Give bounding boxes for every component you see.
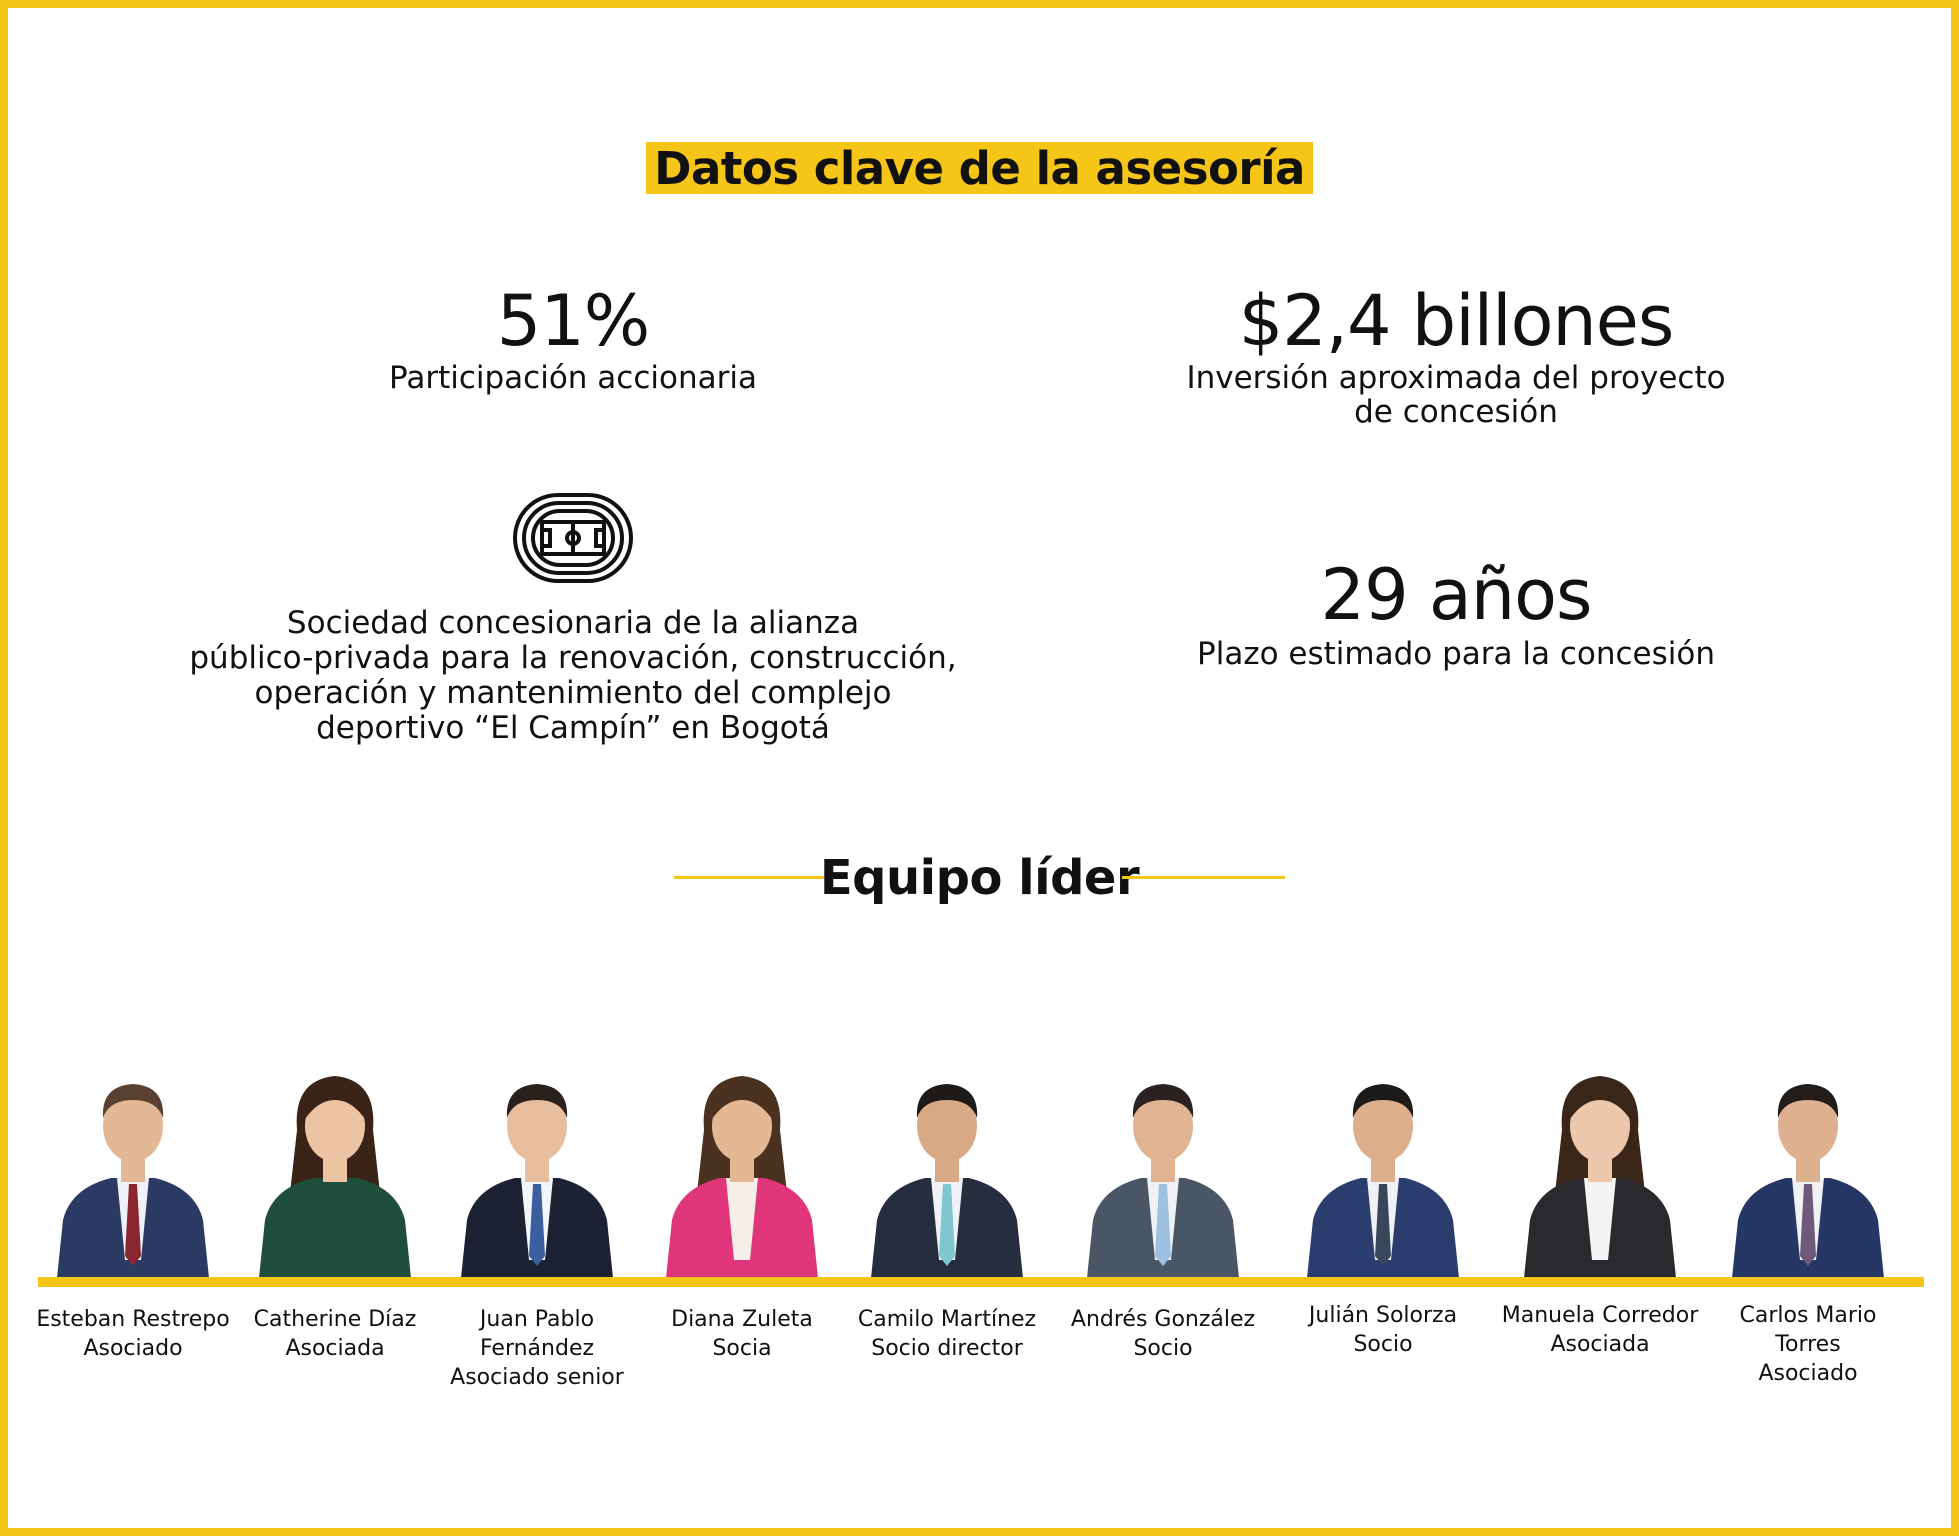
member-caption: Diana Zuleta Socia [636,1305,848,1363]
member-name: Julián Solorza [1308,1303,1458,1328]
portrait-photo [1307,1084,1459,1278]
member-caption: Juan Pablo Fernández Asociado senior [431,1305,643,1392]
member-role: Asociado [83,1336,183,1361]
member-role: Socio director [871,1336,1023,1361]
portrait-photo [461,1084,613,1278]
member-caption: Julián Solorza Socio [1277,1301,1489,1359]
stat-term: 29 años Plazo estimado para la concesión [1156,555,1756,671]
page-title: Datos clave de la asesoría [646,142,1313,194]
member-name: Torres [1775,1332,1841,1357]
member-role: Asociado senior [450,1365,624,1390]
member-caption: Andrés González Socio [1057,1305,1269,1363]
portrait-photo [259,1076,411,1278]
stat-participation-label: Participación accionaria [389,360,757,396]
stat-participation-value: 51% [496,280,651,362]
stat-participation: 51% Participación accionaria [273,281,873,395]
member-name: Andrés González [1070,1307,1256,1332]
concession-line: Sociedad concesionaria de la alianza [286,605,860,641]
portrait-photo [1524,1076,1676,1278]
stat-term-label: Plazo estimado para la concesión [1197,636,1715,672]
member-name: Carlos Mario [1739,1303,1877,1328]
member-role: Asociado [1758,1361,1858,1386]
member-name: Camilo Martínez [857,1307,1037,1332]
stat-investment-label-line2: de concesión [1354,394,1558,430]
team-heading: Equipo líder [0,850,1959,906]
member-role: Socio [1353,1332,1413,1357]
member-name: Diana Zuleta [671,1307,813,1332]
member-name: Juan Pablo [479,1307,595,1332]
concession-line: operación y mantenimiento del complejo [254,675,892,711]
member-role: Socio [1133,1336,1193,1361]
member-name: Fernández [479,1336,595,1361]
portrait-photo [1732,1084,1884,1278]
portrait-photo [871,1084,1023,1278]
stat-investment: $2,4 billones Inversión aproximada del p… [1156,281,1756,429]
member-caption: Camilo Martínez Socio director [841,1305,1053,1363]
stat-investment-label-line1: Inversión aproximada del proyecto [1186,360,1726,396]
title-wrap: Datos clave de la asesoría [0,142,1959,194]
team-title: Equipo líder [819,850,1140,906]
member-caption: Manuela Corredor Asociada [1494,1301,1706,1359]
member-role: Socia [712,1336,772,1361]
member-caption: Carlos Mario Torres Asociado [1702,1301,1914,1388]
concession-description: Sociedad concesionaria de la alianza púb… [173,606,973,746]
heading-rule-left [674,876,837,879]
member-name: Manuela Corredor [1501,1303,1699,1328]
heading-rule-right [1122,876,1285,879]
stat-investment-value: $2,4 billones [1238,280,1675,362]
member-caption: Catherine Díaz Asociada [229,1305,441,1363]
portrait-photo [57,1084,209,1278]
member-name: Esteban Restrepo [36,1307,230,1332]
concession-line: deportivo “El Campín” en Bogotá [316,710,830,746]
portrait-photo [666,1076,818,1278]
stat-term-value: 29 años [1320,554,1593,636]
member-caption: Esteban Restrepo Asociado [27,1305,239,1363]
member-name: Catherine Díaz [253,1307,417,1332]
team-baseline [38,1277,1924,1287]
concession-line: público-privada para la renovación, cons… [189,640,957,676]
member-role: Asociada [1550,1332,1650,1357]
portrait-photo [1087,1084,1239,1278]
member-role: Asociada [285,1336,385,1361]
stadium-icon [513,493,633,583]
